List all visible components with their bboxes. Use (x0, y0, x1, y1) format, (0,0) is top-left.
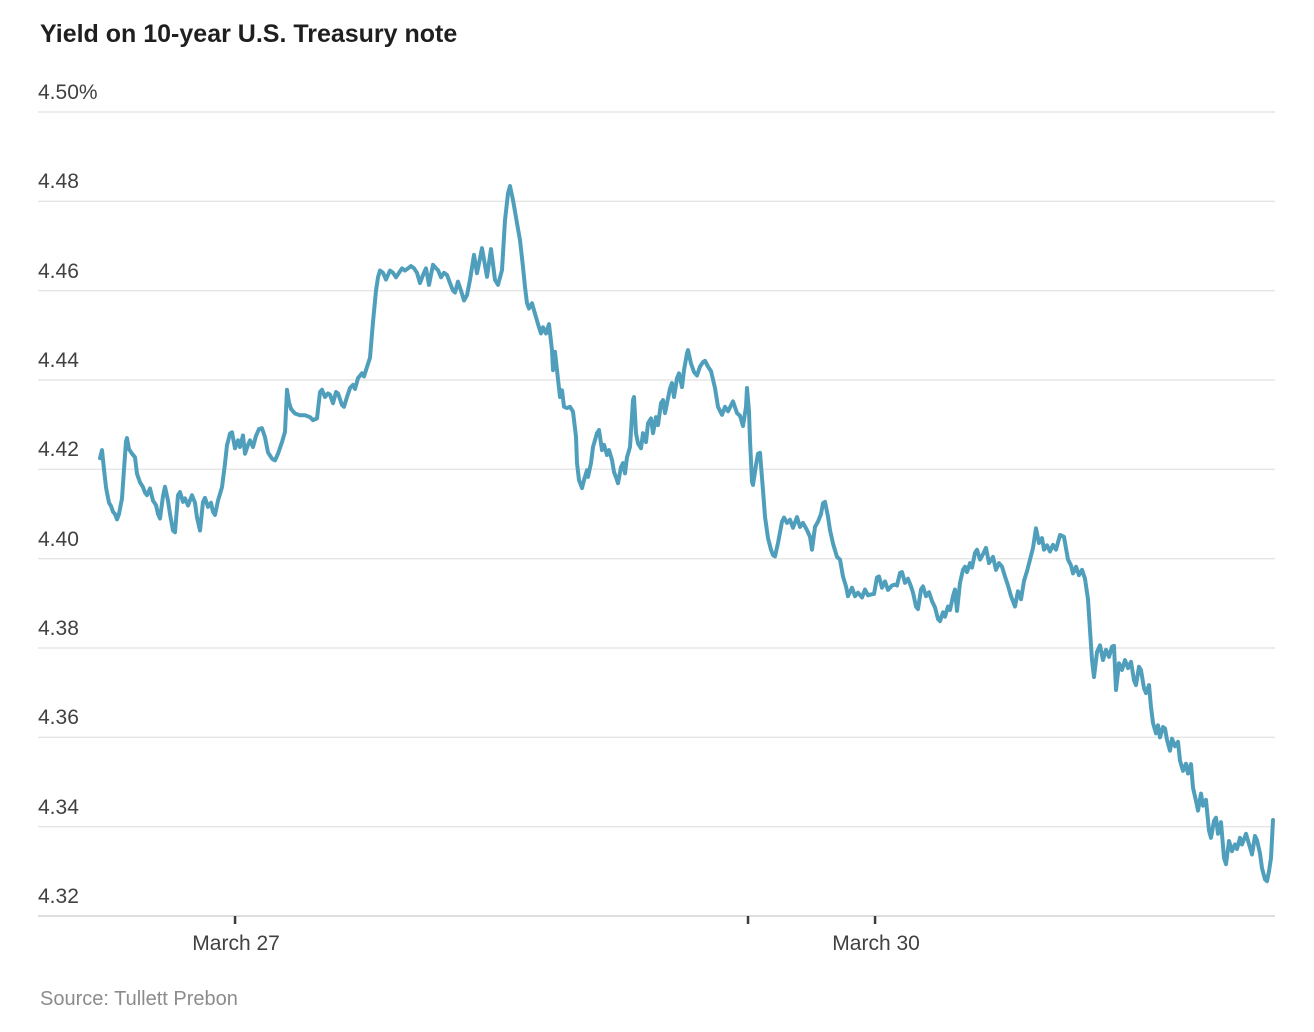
y-tick-label: 4.48 (38, 170, 79, 194)
source-credit: Source: Tullett Prebon (40, 988, 238, 1010)
chart-title: Yield on 10-year U.S. Treasury note (40, 20, 458, 48)
y-tick-label: 4.32 (38, 885, 79, 908)
x-tick-label: March 30 (832, 932, 920, 955)
y-tick-label: 4.50% (38, 81, 98, 104)
x-tick-label: March 27 (192, 932, 280, 955)
y-tick-label: 4.36 (38, 706, 79, 730)
y-tick-label: 4.38 (38, 617, 79, 640)
y-tick-label: 4.40 (38, 527, 79, 551)
yield-line (98, 184, 1275, 884)
y-tick-label: 4.34 (38, 795, 79, 819)
y-tick-label: 4.44 (38, 349, 79, 372)
y-tick-label: 4.46 (38, 259, 79, 283)
y-tick-label: 4.42 (38, 438, 79, 462)
